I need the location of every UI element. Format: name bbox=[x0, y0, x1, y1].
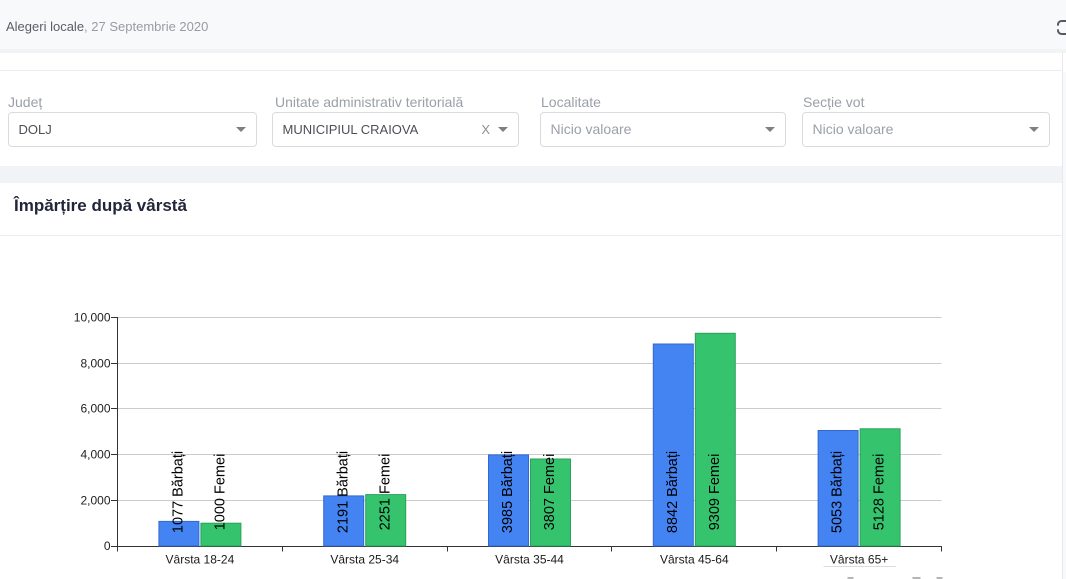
svg-text:Vârsta 18-24: Vârsta 18-24 bbox=[166, 552, 235, 566]
svg-text:Vârsta 25-34: Vârsta 25-34 bbox=[330, 552, 399, 566]
svg-text:Vârsta 65+: Vârsta 65+ bbox=[830, 552, 888, 566]
svg-text:9309 Femei: 9309 Femei bbox=[707, 454, 723, 531]
svg-text:2,000: 2,000 bbox=[80, 494, 110, 508]
svg-text:1077 Bărbați: 1077 Bărbați bbox=[171, 451, 187, 533]
svg-text:6,000: 6,000 bbox=[80, 402, 110, 416]
svg-text:5053 Bărbați: 5053 Bărbați bbox=[830, 451, 846, 533]
svg-text:8,000: 8,000 bbox=[80, 357, 110, 371]
svg-text:Vârsta 35-44: Vârsta 35-44 bbox=[495, 552, 564, 566]
svg-text:3807 Femei: 3807 Femei bbox=[542, 454, 558, 531]
svg-text:Vârsta 45-64: Vârsta 45-64 bbox=[660, 552, 729, 566]
svg-text:8842 Bărbați: 8842 Bărbați bbox=[665, 451, 681, 533]
svg-text:10,000: 10,000 bbox=[74, 311, 111, 325]
svg-text:0: 0 bbox=[104, 539, 111, 553]
svg-text:2191 Bărbați: 2191 Bărbați bbox=[335, 451, 351, 533]
svg-text:5128 Femei: 5128 Femei bbox=[872, 454, 888, 531]
svg-text:2251 Femei: 2251 Femei bbox=[377, 454, 393, 531]
svg-text:3985 Bărbați: 3985 Bărbați bbox=[500, 451, 516, 533]
svg-text:1000 Femei: 1000 Femei bbox=[213, 454, 229, 531]
svg-text:4,000: 4,000 bbox=[80, 448, 110, 462]
